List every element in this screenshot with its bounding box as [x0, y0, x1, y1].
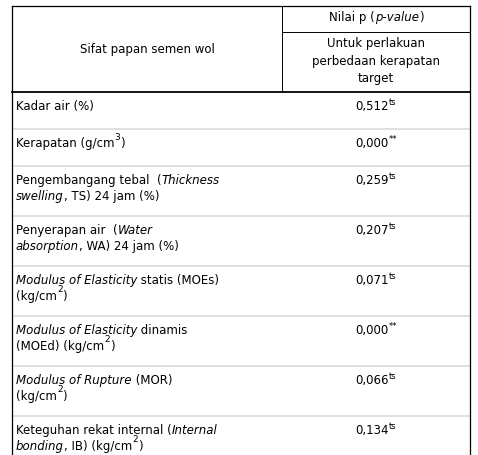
- Text: **: **: [388, 135, 397, 143]
- Text: (kg/cm: (kg/cm: [16, 389, 57, 402]
- Text: 2: 2: [132, 435, 138, 444]
- Text: Penyerapan air  (: Penyerapan air (: [16, 223, 118, 237]
- Text: , WA) 24 jam (%): , WA) 24 jam (%): [79, 239, 179, 252]
- Text: Untuk perlakuan
perbedaan kerapatan
target: Untuk perlakuan perbedaan kerapatan targ…: [312, 37, 440, 85]
- Text: ts: ts: [389, 221, 397, 230]
- Text: Keteguhan rekat internal (: Keteguhan rekat internal (: [16, 423, 172, 436]
- Text: Kerapatan (g/cm: Kerapatan (g/cm: [16, 136, 115, 150]
- Text: 2: 2: [104, 335, 110, 344]
- Text: 0,134: 0,134: [356, 423, 389, 436]
- Text: **: **: [388, 321, 397, 330]
- Text: ): ): [120, 136, 125, 150]
- Text: absorption: absorption: [16, 239, 79, 252]
- Text: Modulus of Elasticity: Modulus of Elasticity: [16, 324, 137, 336]
- Text: (MOEd) (kg/cm: (MOEd) (kg/cm: [16, 339, 104, 352]
- Text: ts: ts: [389, 421, 397, 430]
- Text: 0,000: 0,000: [355, 324, 388, 336]
- Text: Kadar air (%): Kadar air (%): [16, 100, 94, 113]
- Text: ts: ts: [389, 271, 397, 280]
- Text: 2: 2: [57, 384, 63, 394]
- Text: ): ): [138, 439, 142, 452]
- Text: dinamis: dinamis: [137, 324, 188, 336]
- Text: Modulus of Rupture: Modulus of Rupture: [16, 373, 131, 386]
- Text: 2: 2: [57, 285, 63, 294]
- Text: 0,259: 0,259: [356, 174, 389, 187]
- Text: statis (MOEs): statis (MOEs): [137, 273, 219, 286]
- Text: Nilai p (: Nilai p (: [329, 11, 375, 25]
- Text: 0,066: 0,066: [356, 373, 389, 386]
- Text: ): ): [63, 389, 67, 402]
- Text: 0,512: 0,512: [356, 100, 389, 113]
- Text: 0,000: 0,000: [355, 136, 388, 150]
- Text: ts: ts: [389, 371, 397, 380]
- Text: ): ): [110, 339, 114, 352]
- Text: , TS) 24 jam (%): , TS) 24 jam (%): [64, 189, 159, 202]
- Text: Sifat papan semen wol: Sifat papan semen wol: [79, 43, 215, 56]
- Text: 0,207: 0,207: [356, 223, 389, 237]
- Text: , IB) (kg/cm: , IB) (kg/cm: [64, 439, 132, 452]
- Text: 0,071: 0,071: [356, 273, 389, 286]
- Text: (kg/cm: (kg/cm: [16, 289, 57, 302]
- Text: swelling: swelling: [16, 189, 64, 202]
- Text: Internal: Internal: [172, 423, 217, 436]
- Text: 3: 3: [115, 132, 120, 142]
- Text: Water: Water: [118, 223, 152, 237]
- Text: Modulus of Elasticity: Modulus of Elasticity: [16, 273, 137, 286]
- Text: Pengembangang tebal  (: Pengembangang tebal (: [16, 174, 162, 187]
- Text: ts: ts: [389, 172, 397, 180]
- Text: bonding: bonding: [16, 439, 64, 452]
- Text: ts: ts: [389, 97, 397, 106]
- Text: ): ): [63, 289, 67, 302]
- Text: ): ): [419, 11, 423, 25]
- Text: Thickness: Thickness: [162, 174, 220, 187]
- Text: (MOR): (MOR): [131, 373, 172, 386]
- Text: p-value: p-value: [375, 11, 419, 25]
